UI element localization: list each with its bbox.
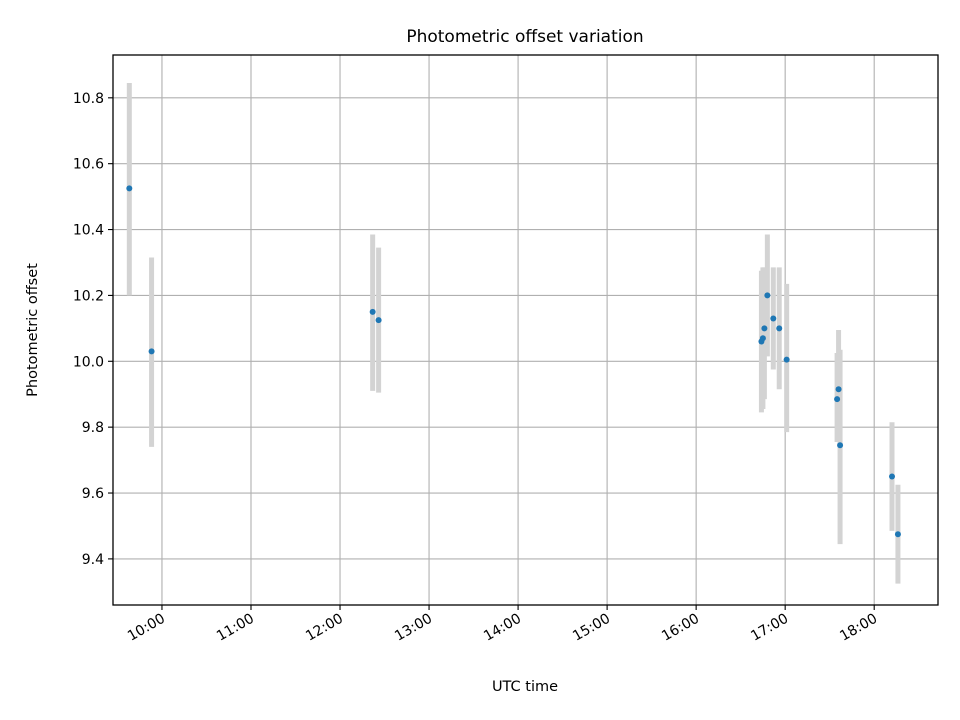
data-point [783,356,790,363]
y-tick-label: 10.4 [73,223,104,239]
y-tick-label: 10.2 [73,288,104,304]
data-point [837,442,844,449]
y-tick-label: 10.8 [73,91,104,107]
data-point [834,396,841,403]
y-tick-label: 9.8 [82,420,104,436]
data-point [126,185,133,192]
y-tick-label: 9.4 [82,552,104,568]
data-point [776,325,783,332]
data-point [375,317,382,324]
data-point [894,531,901,538]
data-point [759,335,766,342]
data-points [126,185,901,538]
chart-title: Photometric offset variation [406,27,643,47]
data-point [148,348,155,355]
y-axis-ticks: 9.4 9.6 9.8 10.0 10.2 10.4 10.6 10.8 [73,91,113,568]
y-tick-label: 10.6 [73,157,104,173]
data-point [835,386,842,393]
y-axis-label: Photometric offset [25,263,41,397]
data-point [889,473,896,480]
y-tick-label: 10.0 [73,354,104,370]
data-point [761,325,768,332]
grid [113,55,938,605]
data-point [770,315,777,322]
plot-frame [112,54,939,606]
data-point [369,308,376,315]
data-point [764,292,771,299]
y-tick-label: 9.6 [82,486,104,502]
x-axis-label: UTC time [492,679,558,695]
